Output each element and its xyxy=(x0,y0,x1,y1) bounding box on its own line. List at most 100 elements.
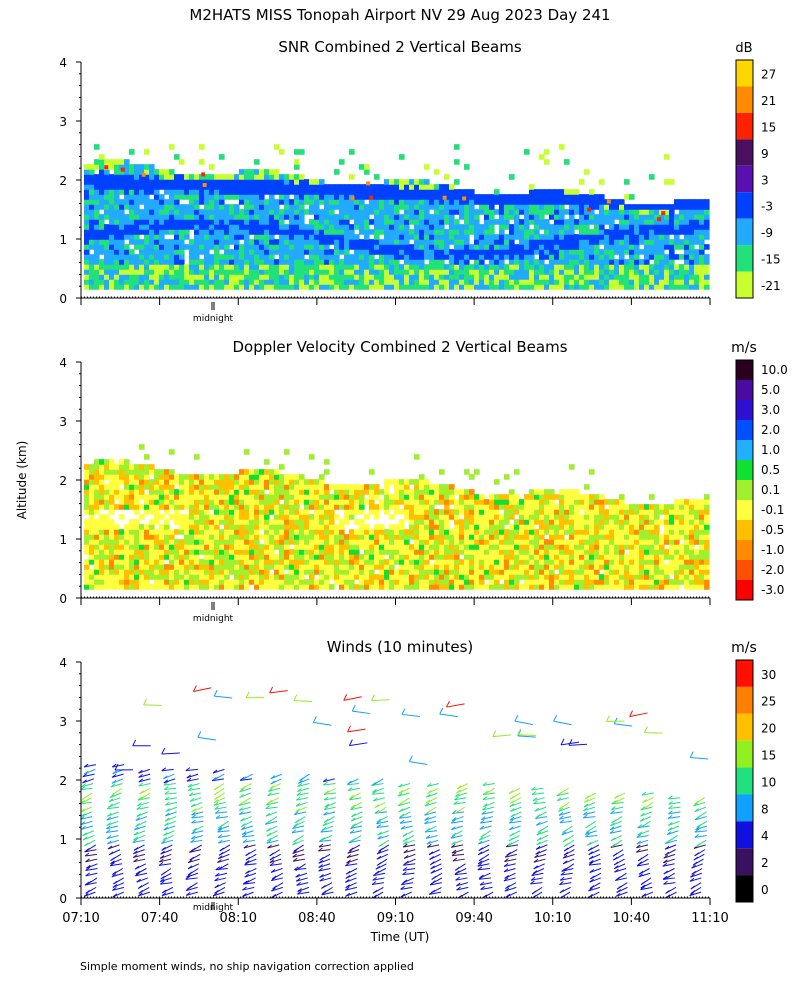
velocity-cell xyxy=(194,534,200,540)
velocity-cell xyxy=(339,524,345,530)
velocity-cell xyxy=(459,544,465,550)
velocity-cell xyxy=(459,519,465,525)
snr-cell xyxy=(254,219,260,225)
snr-cell xyxy=(599,274,605,280)
snr-cell xyxy=(329,274,335,280)
snr-cell xyxy=(454,199,460,205)
snr-cell xyxy=(384,239,390,245)
snr-cell xyxy=(389,214,395,220)
snr-cell xyxy=(614,209,620,215)
snr-cell xyxy=(644,224,650,230)
snr-cell xyxy=(394,189,400,195)
velocity-cell xyxy=(179,549,185,555)
snr-cell xyxy=(419,219,425,225)
snr-cell xyxy=(679,199,685,205)
velocity-cell xyxy=(449,584,455,590)
velocity-cell xyxy=(349,579,355,585)
velocity-cell xyxy=(174,569,180,575)
snr-cell xyxy=(389,224,395,230)
snr-cell xyxy=(349,269,355,275)
snr-cell xyxy=(114,184,120,190)
snr-cell xyxy=(284,189,290,195)
snr-cell xyxy=(84,234,90,240)
snr-cell xyxy=(534,214,540,220)
snr-cell xyxy=(139,244,145,250)
velocity-cell xyxy=(489,534,495,540)
snr-cell xyxy=(534,204,540,210)
velocity-cell xyxy=(574,559,580,565)
velocity-cell xyxy=(169,554,175,560)
snr-cell xyxy=(334,224,340,230)
velocity-cell xyxy=(574,519,580,525)
snr-cell xyxy=(179,209,185,215)
snr-cell xyxy=(574,199,580,205)
velocity-cell xyxy=(619,534,625,540)
snr-cell xyxy=(554,259,560,265)
snr-cell xyxy=(124,234,130,240)
velocity-cell xyxy=(599,504,605,510)
snr-cell xyxy=(89,179,95,185)
velocity-cell xyxy=(359,579,365,585)
velocity-cell xyxy=(639,529,645,535)
snr-cell xyxy=(269,244,275,250)
snr-cell xyxy=(209,264,215,270)
velocity-cell xyxy=(489,509,495,515)
velocity-cell xyxy=(224,494,230,500)
velocity-cell xyxy=(94,579,100,585)
snr-cell xyxy=(574,279,580,285)
snr-cell xyxy=(274,239,280,245)
velocity-cell xyxy=(184,549,190,555)
velocity-cell xyxy=(134,539,140,545)
velocity-cell xyxy=(319,519,325,525)
snr-cell xyxy=(649,219,655,225)
velocity-cell xyxy=(509,584,515,590)
velocity-cell xyxy=(84,584,90,590)
snr-cell xyxy=(369,195,374,200)
snr-cell xyxy=(424,279,430,285)
snr-cell xyxy=(159,254,165,260)
snr-cell xyxy=(89,229,95,235)
velocity-cell xyxy=(404,559,410,565)
velocity-cell xyxy=(109,534,115,540)
snr-cell xyxy=(404,214,410,220)
snr-cell xyxy=(169,204,175,210)
velocity-cell xyxy=(189,499,195,505)
velocity-cell xyxy=(179,479,185,485)
velocity-cell xyxy=(304,554,310,560)
velocity-cell xyxy=(559,534,565,540)
snr-cell xyxy=(219,279,225,285)
snr-cell xyxy=(244,174,250,180)
snr-cell xyxy=(174,154,180,160)
velocity-cell xyxy=(194,549,200,555)
velocity-cell xyxy=(109,459,115,465)
velocity-cell xyxy=(379,534,385,540)
velocity-cell xyxy=(114,464,120,470)
snr-cell xyxy=(574,239,580,245)
velocity-cell xyxy=(604,499,610,505)
velocity-cell xyxy=(344,514,350,520)
velocity-cell xyxy=(439,529,445,535)
snr-cell xyxy=(289,224,295,230)
velocity-cell xyxy=(519,544,525,550)
velocity-cell xyxy=(369,544,375,550)
snr-cell xyxy=(364,239,370,245)
velocity-cell xyxy=(259,474,265,480)
velocity-cell xyxy=(454,524,460,530)
snr-cell xyxy=(109,239,115,245)
snr-cell xyxy=(249,184,255,190)
snr-cell xyxy=(129,249,135,255)
velocity-cell xyxy=(214,559,220,565)
snr-cell xyxy=(629,194,635,200)
velocity-cell xyxy=(314,554,320,560)
snr-cell xyxy=(199,219,205,225)
snr-cell xyxy=(99,269,105,275)
velocity-cell xyxy=(509,489,515,495)
velocity-cell xyxy=(544,514,550,520)
snr-cell xyxy=(699,219,705,225)
snr-cell xyxy=(674,219,680,225)
snr-cell xyxy=(699,259,705,265)
snr-cell xyxy=(366,181,371,186)
snr-cell xyxy=(494,249,500,255)
velocity-cell xyxy=(624,559,630,565)
snr-cell xyxy=(134,269,140,275)
